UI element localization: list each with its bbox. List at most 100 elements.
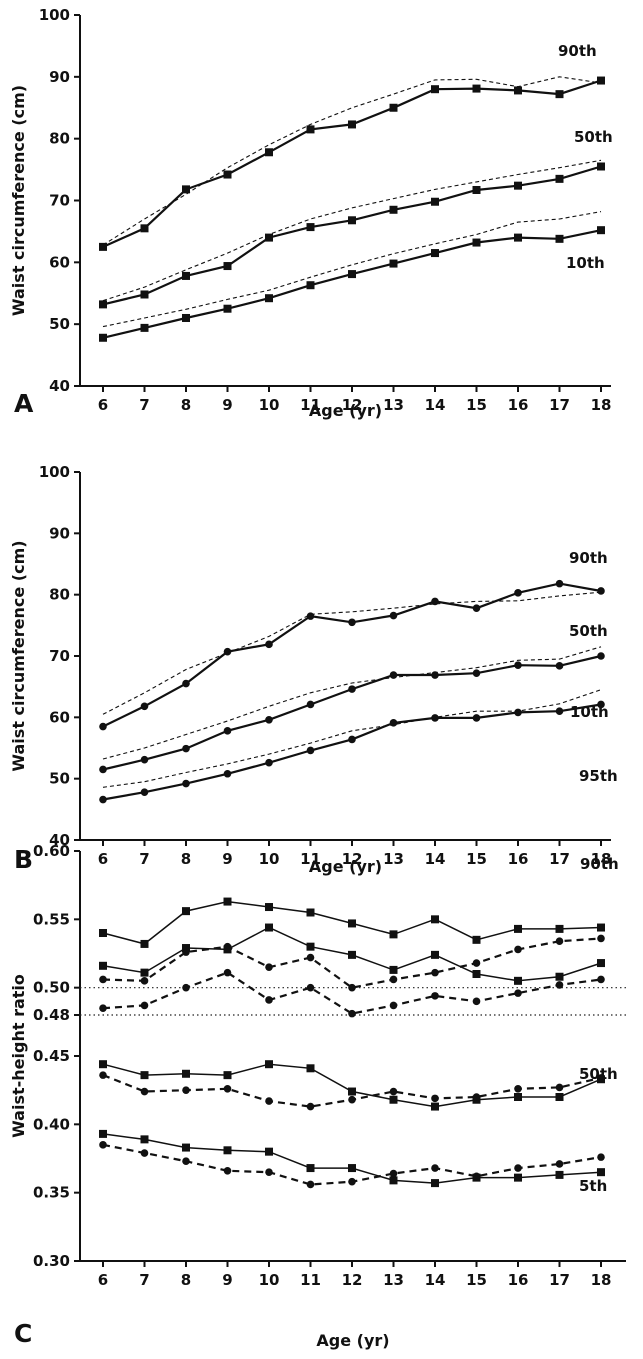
panel-c-series-50th-label: 50th — [579, 1065, 618, 1083]
panel-a-series-90th-point — [597, 76, 605, 85]
panel-b-series-90th-reference-line — [102, 591, 602, 715]
panel-b-x-tick-label: 14 — [425, 850, 446, 868]
panel-a-series-10th-reference — [102, 211, 602, 328]
panel-b-y-tick-label: 90 — [49, 524, 70, 542]
panel-c-series-50th-dashed-point — [140, 1087, 149, 1096]
panel-a-series-10th-point — [555, 234, 564, 243]
panel-b-y-tick-label: 40 — [49, 831, 70, 849]
panel-a-y-tick-label: 80 — [49, 130, 70, 148]
panel-c-series-50th-dashed-point — [389, 1087, 398, 1096]
panel-c-series-90th-dashed-point — [223, 968, 232, 977]
panel-b-series-50th: 50th — [99, 622, 608, 774]
panel-a-series-10th-point — [514, 233, 522, 242]
panel-c-series-95th-point — [182, 907, 190, 916]
panel-a-x-tick-label: 8 — [181, 396, 191, 414]
panel-a-series-10th: 10th — [99, 226, 605, 342]
panel-b-series-90th-point — [348, 618, 356, 627]
panel-b-series-50th-point — [182, 744, 190, 753]
panel-b-x-tick-label: 13 — [383, 850, 404, 868]
panel-a-x-tick-label: 15 — [466, 396, 487, 414]
panel-c-series-90th-dashed-point — [555, 981, 564, 989]
panel-a-x-axis-title: Age (yr) — [309, 401, 382, 420]
panel-b-x-tick-label: 15 — [466, 850, 487, 868]
panel-c-series-5th-point — [99, 1129, 107, 1138]
panel-a-series-10th-point — [99, 333, 107, 342]
panel-b-series-90th-point — [265, 640, 273, 649]
panel-c-series-5th-dashed-point — [182, 1157, 190, 1166]
panel-c-series-95th-point — [514, 924, 522, 933]
panel-c-series-90th-point — [265, 923, 273, 932]
panel-b-series-10th-reference — [102, 689, 602, 788]
panel-c-series-50th-dashed-point — [348, 1095, 356, 1104]
panel-c-series-95th-dashed-point — [389, 975, 398, 984]
panel-a-series-10th-label: 10th — [566, 254, 605, 272]
panel-b-x-tick-label: 9 — [222, 850, 232, 868]
panel-a-x-tick-label: 16 — [508, 396, 529, 414]
panel-c-series-90th-point — [514, 976, 522, 985]
panel-a-series-90th-point — [389, 103, 398, 112]
panel-c-x-tick-label: 14 — [425, 1271, 446, 1289]
panel-c-series-5th-point — [306, 1164, 315, 1173]
panel-c-series-95th-dashed-point — [99, 975, 107, 984]
panel-b-series-10th-point — [597, 700, 605, 709]
panel-c-series-95th-point — [555, 924, 564, 933]
panel-c-series-5th-point — [348, 1164, 356, 1173]
panel-b-series-90th-point — [389, 611, 398, 620]
panel-b-x-axis-title: Age (yr) — [309, 857, 382, 876]
panel-c-series-90th-point — [431, 950, 439, 959]
panel-c-x-tick-label: 8 — [181, 1271, 191, 1289]
panel-b-series-90th-point — [99, 722, 107, 731]
panel-c-x-tick-label: 15 — [466, 1271, 487, 1289]
panel-a-series-10th-point — [472, 238, 481, 247]
panel-b-x-tick-label: 12 — [342, 850, 363, 868]
panel-b-letter: B — [14, 845, 33, 874]
panel-c-series-95th-dashed-point — [431, 968, 439, 977]
panel-c-series-5th-point — [597, 1168, 605, 1177]
panel-b-series-10th-point — [472, 714, 481, 722]
panel-b-series-10th-point — [431, 714, 439, 722]
panel-b-y-tick-label: 70 — [49, 647, 70, 665]
panel-b-y-tick-label: 60 — [49, 708, 70, 726]
panel-b-series-90th-point — [555, 579, 564, 588]
panel-a-x-tick-label: 9 — [222, 396, 232, 414]
panel-c-y-tick-label: 0.60 — [33, 842, 70, 860]
panel-c-series-50th-point — [431, 1102, 439, 1111]
panel-c-series-50th-point — [389, 1095, 398, 1104]
panel-a-series-50th: 50th — [99, 128, 613, 309]
panel-b-x-tick-label: 11 — [300, 850, 321, 868]
panel-b-x-tick-label: 17 — [549, 850, 570, 868]
panel-c-x-axis-title: Age (yr) — [316, 1331, 389, 1350]
panel-b-series-50th-point — [514, 661, 522, 669]
panel-c-series-90th-point — [348, 950, 356, 959]
panel-a-series-90th-point — [99, 242, 107, 251]
panel-a-series-10th-point — [223, 304, 232, 313]
panel-c-x-tick-label: 6 — [98, 1271, 108, 1289]
panel-c-series-95th-label: 95th — [579, 767, 618, 785]
panel-c-series-5th-dashed-point — [555, 1160, 564, 1168]
panel-c-series-5th-dashed-point — [223, 1167, 232, 1175]
panel-a-x-tick-label: 7 — [139, 396, 149, 414]
panel-c-series-90th-point — [597, 959, 605, 968]
panel-a-series-50th-line — [102, 165, 602, 306]
panel-a-series-90th-point — [472, 84, 481, 93]
panel-c-series-90th-dashed-point — [265, 996, 273, 1004]
panel-a-series-90th-point — [348, 120, 356, 129]
panel-c-series-50th-point — [348, 1087, 356, 1096]
panel-a-y-axis-title: Waist circumference (cm) — [9, 85, 28, 316]
panel-c-series-95th-point — [597, 923, 605, 932]
panel-c-y-tick-label: 0.30 — [33, 1252, 70, 1270]
panel-c-series-5th-point — [389, 1176, 398, 1185]
panel-b-x-tick-label: 10 — [259, 850, 280, 868]
panel-b-x-tick-label: 6 — [98, 850, 108, 868]
panel-b-series-50th-point — [597, 652, 605, 660]
panel-b-series-90th: 90th — [99, 549, 608, 731]
panel-a-series-10th-line — [102, 229, 602, 339]
panel-b-y-tick-label: 100 — [39, 463, 70, 481]
panel-a-series-90th-reference-line — [102, 76, 602, 246]
panel-c-series-5th-point — [431, 1179, 439, 1188]
panel-a-series-50th-point — [265, 233, 273, 242]
panel-c-series-90th-dashed-point — [182, 983, 190, 992]
panel-a-series-50th-point — [555, 174, 564, 183]
